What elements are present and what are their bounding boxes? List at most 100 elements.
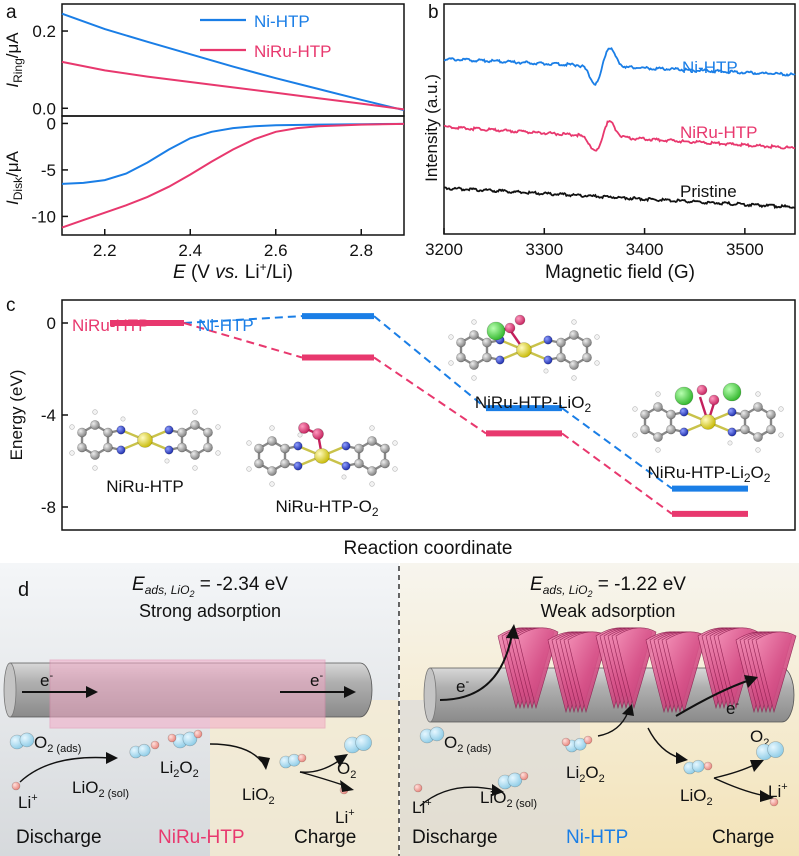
legend-c-niru: NiRu-HTP <box>72 316 149 335</box>
left-species-spheres <box>9 729 372 795</box>
carbon-atom <box>280 458 290 469</box>
left-material: NiRu-HTP <box>158 827 245 848</box>
carbon-atom <box>367 466 377 476</box>
panel-label-d: d <box>18 579 29 601</box>
epr-line-pristine <box>443 186 796 210</box>
lithium-sphere <box>703 761 713 771</box>
nitrogen-atom <box>116 425 126 435</box>
a-ring-ytick-label: 0.2 <box>32 22 56 41</box>
carbon-atom <box>77 442 87 453</box>
left-arrow-2-head <box>258 756 270 770</box>
hydrogen-atom <box>192 465 198 471</box>
carbon-atom <box>367 436 377 446</box>
hydrogen-atom <box>92 465 98 471</box>
lithium-sphere <box>297 753 307 763</box>
carbon-atom <box>569 360 579 370</box>
hydrogen-atom <box>471 375 477 381</box>
molecule-niru-htp-o2 <box>246 422 398 487</box>
ribbon-strand <box>567 631 609 714</box>
carbon-atom <box>556 352 566 363</box>
disk-axes: 0 -5 -10 2.2 2.4 2.6 2.8 <box>31 114 373 260</box>
oxygen-sphere <box>19 732 35 748</box>
lithium-sphere <box>561 737 571 747</box>
carbon-atom <box>90 420 100 430</box>
oxygen-sphere <box>137 743 151 757</box>
right-li-plus-right: Li+ <box>768 781 788 801</box>
carbon-atom <box>203 442 213 453</box>
hydrogen-atom <box>192 409 198 415</box>
hydrogen-atom <box>120 416 126 422</box>
left-arrow-4-head <box>340 780 354 792</box>
hydrogen-atom <box>594 360 600 366</box>
energy-ytick-label: -8 <box>41 498 56 517</box>
a-disk-xtick-label: 2.2 <box>93 241 117 260</box>
right-material: Ni-HTP <box>566 827 628 848</box>
hydrogen-atom <box>341 474 347 480</box>
hydrogen-atom <box>594 334 600 340</box>
epr-xtick-label: 3200 <box>425 240 463 259</box>
ribbon-strand <box>517 627 559 710</box>
carbon-atom <box>666 409 676 420</box>
panel-label-c: c <box>6 295 16 316</box>
hydrogen-atom <box>755 391 761 397</box>
connector-Ni-HTP-2 <box>373 315 487 409</box>
panel-a-x-label: E (V vs. Li+/Li) <box>173 260 293 283</box>
metal-atom <box>314 448 330 464</box>
carbon-atom <box>582 352 592 363</box>
nitrogen-atom <box>164 445 174 455</box>
epr-x-axis: 3200 3300 3400 3500 <box>425 228 764 259</box>
hydrogen-atom <box>571 375 577 381</box>
hydrogen-atom <box>727 440 733 446</box>
connector-Ni-HTP-3 <box>561 407 673 490</box>
a-disk-ytick-label: -5 <box>41 161 56 180</box>
a-disk-ytick-label: -10 <box>31 207 56 226</box>
hydrogen-atom <box>632 406 638 412</box>
oxygen-sphere <box>767 741 784 758</box>
connector-NiRu-HTP-2 <box>373 356 487 435</box>
carbon-atom <box>569 330 579 340</box>
right-nanotube: e- e- <box>423 624 797 723</box>
ring-y-axis: 0.0 0.2 <box>32 22 68 118</box>
carbon-atom <box>482 337 492 348</box>
right-arrow-3-head <box>676 752 688 764</box>
hydrogen-atom <box>269 481 275 487</box>
hydrogen-atom <box>448 360 454 366</box>
oxygen-atom <box>298 422 310 434</box>
left-electron-label-1: e- <box>40 670 53 690</box>
legend-c-ni: Ni-HTP <box>198 316 254 335</box>
left-lio2: LiO2 <box>242 785 275 807</box>
hydrogen-atom <box>392 440 398 446</box>
panel-c: c 0 -4 -8 NiRu-HTP Ni-HTP Energy (eV) Reac… <box>6 295 796 559</box>
a-ring-line-niru <box>61 60 405 111</box>
oxygen-sphere <box>507 772 523 788</box>
hydrogen-atom <box>632 432 638 438</box>
panel-b: b 3200 3300 3400 3500 Ni-HTP NiRu-HTP Prist… <box>422 2 796 283</box>
nitrogen-atom <box>679 407 689 417</box>
hydrogen-atom <box>778 406 784 412</box>
epr-line-ni <box>443 47 796 86</box>
left-arrow-3 <box>299 759 341 773</box>
hydrogen-atom <box>543 368 549 374</box>
ring-y-label: IRing/μA <box>3 32 25 88</box>
panel-label-a: a <box>6 2 17 23</box>
carbon-atom <box>456 337 466 348</box>
carbon-atom <box>254 443 264 454</box>
hydrogen-atom <box>755 447 761 453</box>
left-li2o2: Li2O2 <box>160 758 199 780</box>
energy-levels <box>110 313 748 517</box>
a-disk-xtick-label: 2.4 <box>178 241 202 260</box>
carbon-atom <box>177 442 187 453</box>
right-electron-arrow-2 <box>675 679 751 717</box>
right-lio2: LiO2 <box>680 786 713 808</box>
epr-label-ni: Ni-HTP <box>682 58 738 77</box>
right-arrow-1-head <box>492 784 504 796</box>
nitrogen-atom <box>543 335 553 345</box>
left-li-plus-right: Li+ <box>335 807 355 827</box>
carbon-atom <box>753 402 763 412</box>
lithium-sphere <box>519 771 529 781</box>
lithium-atom <box>722 382 742 402</box>
lithium-atom <box>486 321 506 341</box>
panel-d: d Eads, LiO2 = -2.34 eV Strong adsorptio… <box>0 563 799 856</box>
ribbon-strand <box>615 627 657 710</box>
